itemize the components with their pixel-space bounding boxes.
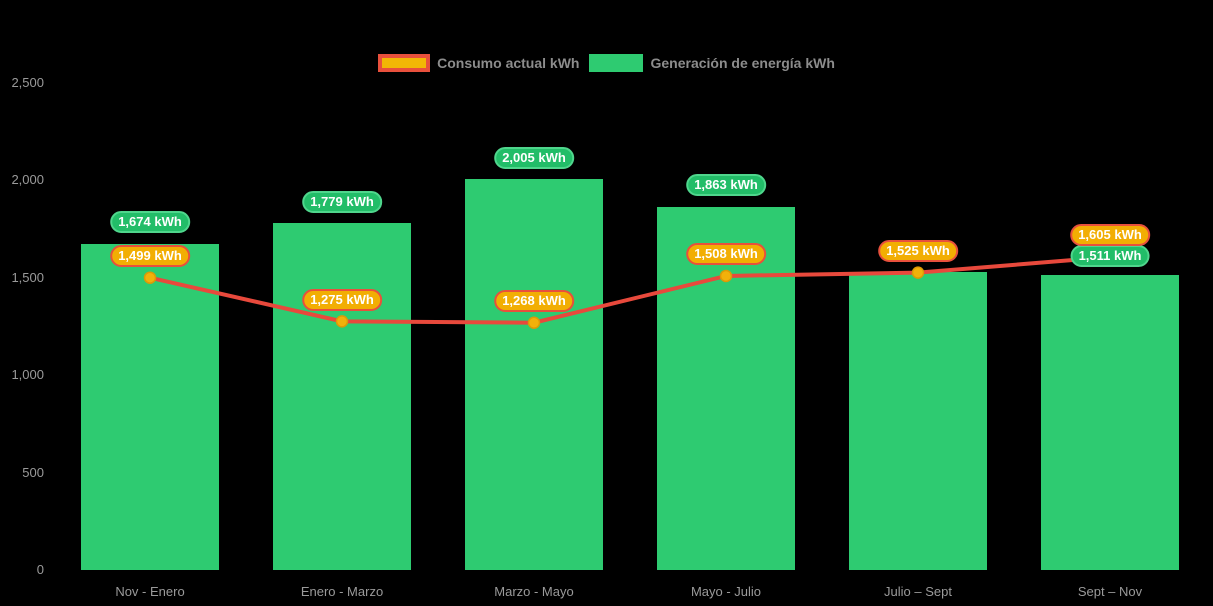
generacion-value-label: 2,005 kWh — [494, 146, 574, 169]
consumo-point-marker[interactable] — [527, 316, 541, 329]
generacion-legend-swatch-icon — [589, 54, 644, 72]
generacion-bar[interactable] — [81, 243, 219, 570]
consumo-legend-swatch-icon — [378, 54, 431, 72]
x-axis-category-label: Mayo - Julio — [690, 584, 762, 599]
x-axis-category-label: Julio – Sept — [884, 584, 952, 599]
consumo-line — [149, 255, 1111, 325]
generacion-value-label: 1,863 kWh — [686, 174, 766, 197]
legend: Consumo actual kWh Generación de energía… — [0, 54, 1213, 72]
consumo-point-marker[interactable] — [143, 271, 157, 284]
generacion-bar[interactable] — [1041, 275, 1179, 570]
x-axis-category-label: Marzo - Mayo — [494, 584, 574, 599]
legend-item-consumo[interactable]: Consumo actual kWh — [378, 54, 579, 72]
generacion-value-label: 1,779 kWh — [302, 190, 382, 213]
generacion-bar[interactable] — [273, 223, 411, 570]
consumo-point-marker[interactable] — [335, 315, 349, 328]
y-axis-tick-label: 2,000 — [11, 172, 44, 187]
y-axis-tick-label: 2,500 — [11, 74, 44, 90]
consumo-point-marker[interactable] — [719, 269, 733, 283]
generacion-value-label: 1,674 kWh — [110, 211, 190, 234]
x-axis-category-label: Nov - Enero — [115, 584, 185, 599]
x-axis-category-label: Sept – Nov — [1077, 584, 1143, 599]
generacion-bar[interactable] — [849, 271, 987, 570]
consumo-value-label: 1,275 kWh — [302, 288, 382, 311]
generacion-bar[interactable] — [465, 179, 603, 570]
generacion-value-label: 1,511 kWh — [1070, 245, 1150, 268]
generacion-bar[interactable] — [657, 206, 795, 570]
consumo-value-label: 1,268 kWh — [494, 290, 574, 313]
legend-label-generacion: Generación de energía kWh — [650, 55, 835, 71]
consumo-value-label: 1,499 kWh — [110, 244, 190, 267]
consumo-value-label: 1,508 kWh — [686, 243, 766, 266]
consumo-value-label: 1,525 kWh — [878, 239, 958, 262]
consumo-point-marker[interactable] — [911, 266, 925, 279]
y-axis-tick-label: 0 — [36, 562, 44, 577]
y-axis-tick-label: 1,000 — [11, 367, 44, 382]
consumo-value-label: 1,605 kWh — [1070, 224, 1150, 247]
x-axis-category-label: Enero - Marzo — [300, 584, 384, 599]
legend-item-generacion[interactable]: Generación de energía kWh — [589, 54, 835, 72]
legend-label-consumo: Consumo actual kWh — [437, 55, 580, 71]
y-axis-tick-label: 500 — [22, 464, 44, 480]
y-axis-tick-label: 1,500 — [11, 269, 44, 285]
